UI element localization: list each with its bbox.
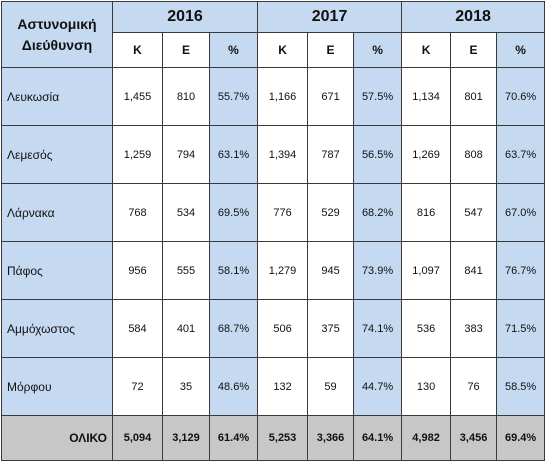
value-cell: 72 [112, 357, 163, 416]
value-cell: 816 [401, 183, 452, 242]
percent-cell: 68.2% [353, 183, 403, 242]
percent-cell: 67.0% [496, 183, 546, 242]
percent-cell: 70.6% [496, 67, 546, 126]
sub-header-k: Κ [112, 32, 163, 68]
percent-cell: 58.1% [208, 241, 259, 300]
total-cell: 69.4% [496, 415, 546, 461]
percent-cell: 58.5% [496, 357, 546, 416]
sub-header-k: Κ [401, 32, 452, 68]
percent-cell: 63.7% [496, 125, 546, 184]
percent-cell: 57.5% [353, 67, 403, 126]
table-row: Λάρνακα 768 534 69.5% 776 529 68.2% 816 547 67.0% [1, 183, 546, 242]
value-cell: 1,455 [112, 67, 163, 126]
total-cell: 4,982 [401, 415, 452, 461]
row-label: Μόρφου [1, 357, 113, 416]
sub-header-e: Ε [307, 32, 355, 68]
value-cell: 671 [307, 67, 355, 126]
year-header: 2016 [111, 1, 259, 33]
row-label: Λάρνακα [1, 183, 113, 242]
value-cell: 76 [450, 357, 498, 416]
row-label: Πάφος [1, 241, 113, 300]
total-cell: 3,456 [450, 415, 498, 461]
percent-cell: 73.9% [353, 241, 403, 300]
value-cell: 383 [450, 299, 498, 358]
value-cell: 1,259 [112, 125, 163, 184]
value-cell: 808 [450, 125, 498, 184]
total-label: ΟΛΙΚΟ [1, 415, 113, 461]
year-header: 2018 [401, 1, 546, 33]
percent-cell: 56.5% [353, 125, 403, 184]
percent-cell: 71.5% [496, 299, 546, 358]
value-cell: 945 [307, 241, 355, 300]
value-cell: 536 [401, 299, 452, 358]
corner-header: Αστυνομική Διεύθυνση [1, 1, 113, 68]
percent-cell: 44.7% [353, 357, 403, 416]
value-cell: 801 [450, 67, 498, 126]
value-cell: 787 [307, 125, 355, 184]
total-cell: 64.1% [353, 415, 403, 461]
value-cell: 1,097 [401, 241, 452, 300]
value-cell: 555 [162, 241, 210, 300]
row-label: Λευκωσία [1, 67, 113, 126]
value-cell: 841 [450, 241, 498, 300]
table-row: Αμμόχωστος 584 401 68.7% 506 375 74.1% 536 383 71… [1, 299, 546, 358]
row-label: Λεμεσός [1, 125, 113, 184]
value-cell: 130 [401, 357, 452, 416]
sub-header-e: Ε [162, 32, 210, 68]
percent-cell: 74.1% [353, 299, 403, 358]
row-label: Αμμόχωστος [1, 299, 113, 358]
value-cell: 59 [307, 357, 355, 416]
table-body: Λευκωσία 1,455 810 55.7% 1,166 671 57.5% 1,134 8… [1, 67, 546, 461]
total-row: ΟΛΙΚΟ 5,094 3,129 61.4% 5,253 3,366 64.1… [1, 415, 546, 461]
percent-cell: 69.5% [208, 183, 259, 242]
value-cell: 529 [307, 183, 355, 242]
value-cell: 1,134 [401, 67, 452, 126]
value-cell: 132 [257, 357, 309, 416]
sub-header-percent: % [353, 32, 403, 68]
total-cell: 5,253 [257, 415, 309, 461]
value-cell: 547 [450, 183, 498, 242]
value-cell: 534 [162, 183, 210, 242]
percent-cell: 63.1% [208, 125, 259, 184]
value-cell: 794 [162, 125, 210, 184]
table-row: Λεμεσός 1,259 794 63.1% 1,394 787 56.5% 1,269 80… [1, 125, 546, 184]
sub-header-percent: % [208, 32, 259, 68]
percent-cell: 76.7% [496, 241, 546, 300]
total-cell: 3,129 [162, 415, 210, 461]
total-cell: 5,094 [112, 415, 163, 461]
table-row: Μόρφου 72 35 48.6% 132 59 44.7% 130 76 58.5% [1, 357, 546, 416]
sub-header-e: Ε [450, 32, 498, 68]
value-cell: 1,166 [257, 67, 309, 126]
percent-cell: 68.7% [208, 299, 259, 358]
value-cell: 1,394 [257, 125, 309, 184]
percent-cell: 48.6% [208, 357, 259, 416]
total-cell: 61.4% [208, 415, 259, 461]
corner-header-label: Αστυνομική Διεύθυνση [17, 15, 97, 53]
value-cell: 375 [307, 299, 355, 358]
percent-cell: 55.7% [208, 67, 259, 126]
value-cell: 1,279 [257, 241, 309, 300]
value-cell: 810 [162, 67, 210, 126]
sub-header-percent: % [496, 32, 546, 68]
value-cell: 506 [257, 299, 309, 358]
year-header: 2017 [257, 1, 403, 33]
total-cell: 3,366 [307, 415, 355, 461]
sub-header-k: Κ [257, 32, 309, 68]
value-cell: 768 [112, 183, 163, 242]
value-cell: 776 [257, 183, 309, 242]
value-cell: 584 [112, 299, 163, 358]
value-cell: 956 [112, 241, 163, 300]
table-row: Λευκωσία 1,455 810 55.7% 1,166 671 57.5% 1,134 8… [1, 67, 546, 126]
value-cell: 401 [162, 299, 210, 358]
table-row: Πάφος 956 555 58.1% 1,279 945 73.9% 1,097 841 76.… [1, 241, 546, 300]
value-cell: 1,269 [401, 125, 452, 184]
value-cell: 35 [162, 357, 210, 416]
